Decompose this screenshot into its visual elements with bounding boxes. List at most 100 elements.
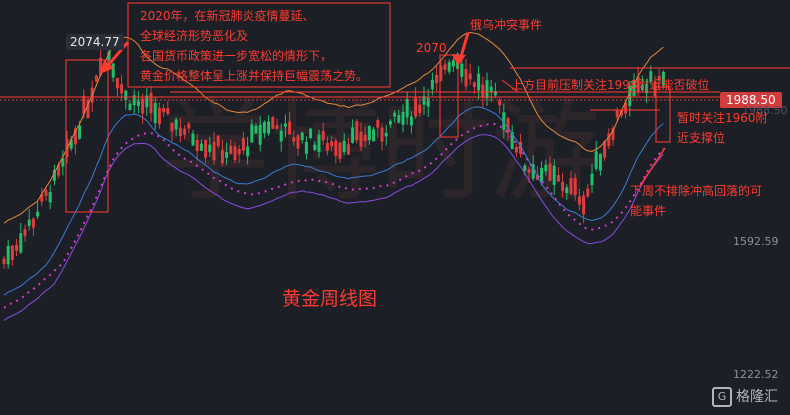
sar-dotted-line	[3, 122, 665, 309]
candle-body	[548, 163, 552, 181]
candle-body	[283, 123, 287, 127]
candle-body	[191, 133, 195, 146]
candle-body	[27, 219, 31, 226]
candle-body	[254, 125, 258, 134]
risk-arrow	[639, 147, 666, 187]
candle-body	[603, 141, 607, 158]
candle-body	[594, 151, 598, 169]
candle-body	[199, 143, 203, 151]
candles-layer	[2, 33, 665, 269]
candle-body	[288, 121, 292, 135]
risk-label-line-2: 能事件	[630, 204, 667, 218]
candle-body	[52, 169, 56, 181]
candle-body	[275, 125, 279, 129]
candle-body	[544, 164, 548, 172]
candle-body	[653, 81, 657, 96]
hidden-price-tag: 1988.50	[742, 104, 788, 117]
lower-band-line	[3, 134, 664, 321]
candle-body	[628, 85, 632, 106]
candle-body	[334, 140, 338, 156]
current-price-tag: 1988.50	[720, 92, 782, 108]
candle-body	[489, 86, 493, 92]
candle-body	[502, 112, 506, 130]
candle-body	[351, 127, 355, 143]
candle-body	[111, 63, 115, 78]
candle-body	[279, 130, 283, 142]
candle-body	[296, 135, 300, 149]
candle-body	[233, 146, 237, 160]
candle-body	[40, 194, 44, 202]
candle-body	[561, 181, 565, 192]
candle-body	[493, 90, 497, 96]
chart-title: 黄金周线图	[282, 288, 378, 310]
candle-body	[153, 103, 157, 123]
candle-body	[145, 95, 149, 108]
candle-body	[569, 178, 573, 194]
candle-body	[582, 195, 586, 215]
candle-body	[195, 139, 199, 151]
candle-body	[15, 244, 19, 251]
brand-icon: G	[712, 387, 732, 407]
candle-body	[321, 130, 325, 141]
candle-body	[115, 77, 119, 89]
high-price-label: 2074.77	[66, 34, 124, 50]
candle-body	[237, 148, 241, 155]
candle-body	[6, 245, 10, 265]
candle-body	[645, 84, 649, 94]
candle-body	[78, 125, 82, 139]
candle-body	[220, 150, 224, 164]
candle-body	[178, 127, 182, 137]
candle-body	[359, 131, 363, 147]
candle-body	[607, 133, 611, 147]
candle-body	[262, 121, 266, 134]
candle-body	[632, 80, 636, 96]
war-event-label: 俄乌冲突事件	[470, 18, 543, 32]
candle-body	[149, 92, 153, 114]
candle-body	[174, 119, 178, 130]
candle-body	[128, 103, 132, 111]
candle-body	[141, 98, 145, 114]
war-peak-label: 2070	[416, 41, 447, 55]
brand-logo: G 格隆汇	[712, 386, 778, 407]
candle-body	[73, 128, 77, 145]
candle-body	[510, 131, 514, 150]
candle-body	[372, 129, 376, 142]
candle-body	[426, 97, 430, 107]
candle-body	[636, 76, 640, 93]
candle-body	[342, 140, 346, 152]
support-label-line-2: 近支撑位	[677, 131, 726, 145]
candle-body	[590, 173, 594, 186]
candle-body	[519, 141, 523, 154]
candle-body	[573, 177, 577, 195]
war-peak-box	[439, 54, 459, 138]
candle-body	[86, 99, 90, 119]
candle-body	[451, 60, 455, 67]
candle-body	[69, 139, 73, 149]
candle-body	[136, 100, 140, 107]
candle-body	[624, 102, 628, 114]
candle-body	[162, 108, 166, 113]
covid-text-box	[127, 2, 391, 88]
candle-body	[393, 112, 397, 117]
candle-body	[48, 191, 52, 203]
candle-body	[481, 84, 485, 98]
candle-body	[2, 258, 6, 264]
candle-body	[388, 120, 392, 125]
candle-body	[485, 80, 489, 99]
candle-body	[615, 109, 619, 118]
candle-body	[267, 121, 271, 134]
candle-body	[94, 75, 98, 82]
candle-body	[82, 95, 86, 114]
candle-body	[170, 122, 174, 132]
candle-body	[300, 132, 304, 141]
candle-body	[271, 117, 275, 129]
candle-body	[472, 82, 476, 88]
candle-body	[313, 144, 317, 150]
risk-label-line-1: 下周不排除冲高回落的可	[630, 184, 763, 198]
candle-body	[414, 96, 418, 117]
candle-body	[384, 132, 388, 137]
candle-body	[317, 134, 321, 152]
candle-body	[527, 169, 531, 173]
candle-body	[107, 51, 111, 61]
